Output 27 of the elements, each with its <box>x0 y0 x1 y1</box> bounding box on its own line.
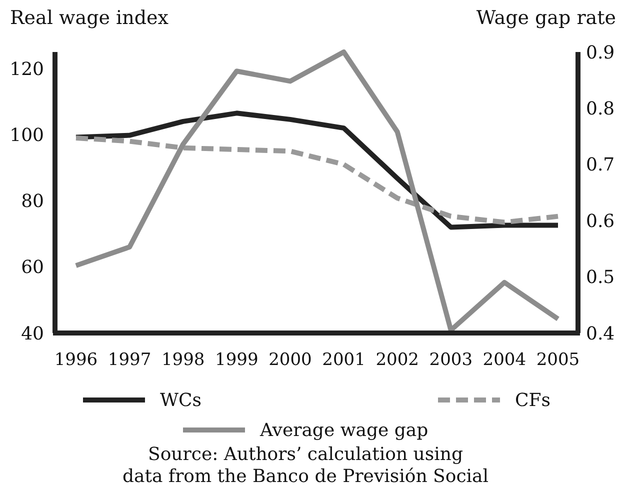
y-tick-label: 120 <box>10 58 44 80</box>
y-tick-label: 100 <box>10 124 44 146</box>
x-tick-label: 2002 <box>376 350 419 370</box>
x-tick-label: 2004 <box>482 350 526 370</box>
x-tick-label: 1997 <box>108 350 152 370</box>
y2-tick-label: 0.8 <box>586 98 615 120</box>
legend-label: CFs <box>515 390 550 411</box>
y-tick-label: 40 <box>21 323 44 344</box>
legend-label: WCs <box>160 390 202 411</box>
y2-tick-label: 0.7 <box>586 154 615 176</box>
y2-tick-label: 0.9 <box>586 42 615 64</box>
legend-label: Average wage gap <box>259 420 428 441</box>
x-tick-label: 2003 <box>429 350 473 370</box>
x-tick-label: 2000 <box>268 350 312 370</box>
x-tick-label: 1999 <box>215 350 258 370</box>
source-note: Source: Authors’ calculation using data from the Banco de Previsión Social <box>122 444 489 487</box>
x-tick-label: 2005 <box>536 350 580 370</box>
x-tick-label: 2001 <box>322 350 366 370</box>
y2-axis-title: Wage gap rate <box>476 7 616 29</box>
y2-tick-label: 0.4 <box>586 323 615 344</box>
y2-tick-label: 0.6 <box>586 210 615 232</box>
y-axis-title: Real wage index <box>10 7 169 29</box>
x-tick-label: 1998 <box>161 350 205 370</box>
x-tick-label: 1996 <box>54 350 98 370</box>
y-tick-label: 80 <box>21 191 44 212</box>
y-tick-label: 60 <box>21 257 44 278</box>
y2-tick-label: 0.5 <box>586 267 615 288</box>
